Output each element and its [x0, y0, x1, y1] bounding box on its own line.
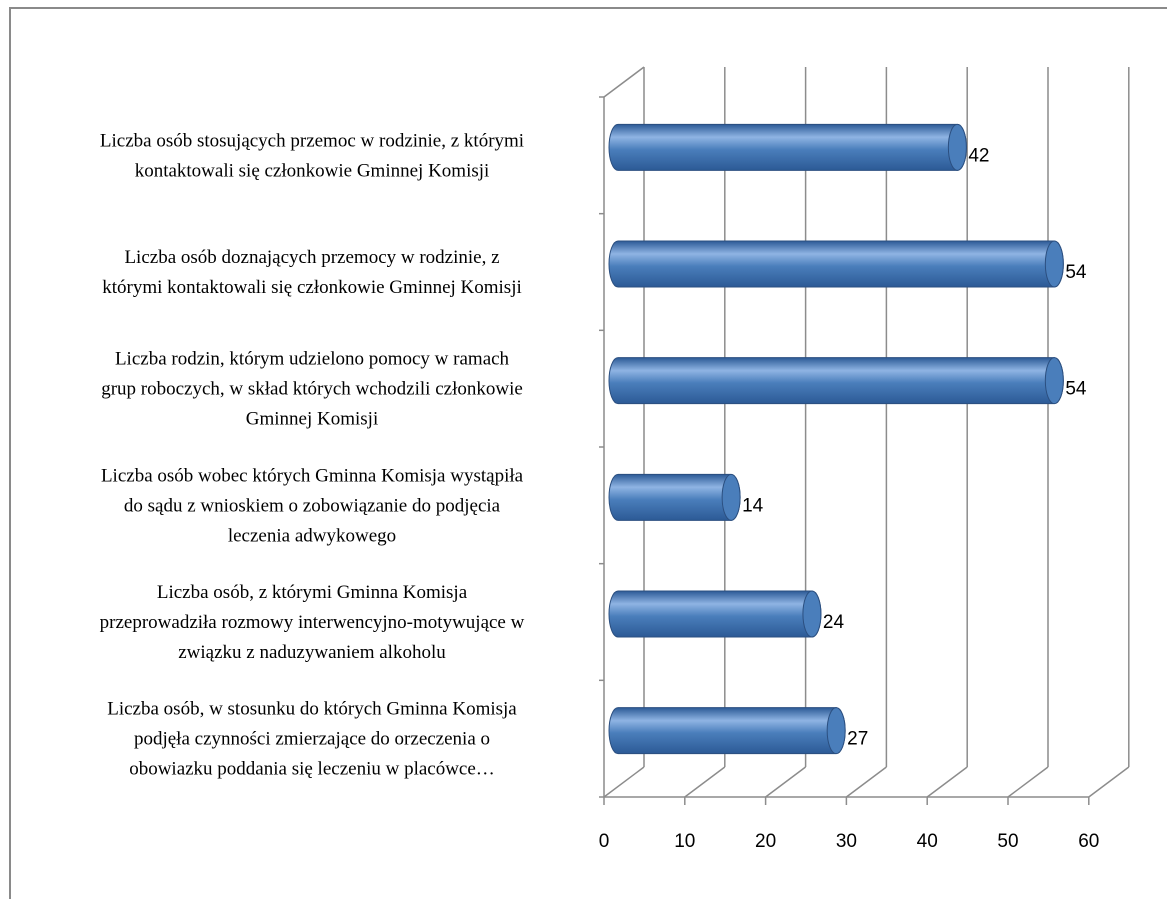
category-label: Liczba osób stosujących przemoc w rodzin…: [100, 130, 524, 181]
side-wall-top-edge: [603, 66, 645, 98]
bar: [608, 357, 1064, 405]
x-tick-label: 10: [674, 831, 695, 852]
data-label: 54: [1065, 262, 1087, 283]
x-tick-label: 40: [917, 831, 938, 852]
data-label: 14: [742, 495, 764, 516]
data-label: 24: [823, 612, 845, 633]
bar-end-cap: [802, 590, 822, 638]
data-label: 54: [1065, 379, 1087, 400]
category-label: Liczba osób, z którymi Gminna Komisja prz…: [100, 582, 525, 663]
category-label: Liczba osób wobec których Gminna Komisja…: [101, 465, 524, 546]
bar: [608, 123, 967, 171]
bar-end-cap: [947, 123, 967, 171]
floor-gridline: [926, 766, 968, 798]
floor-gridline: [845, 766, 887, 798]
x-tick-label: 20: [755, 831, 776, 852]
chart-area: [9, 7, 1167, 899]
bar-end-cap: [826, 707, 846, 755]
bar-end-cap: [721, 473, 741, 521]
category-label: Liczba rodzin, którym udzielono pomocy w…: [101, 349, 523, 430]
x-tick-label: 60: [1078, 831, 1099, 852]
data-label: 27: [847, 729, 868, 750]
bar: [608, 590, 822, 638]
floor-gridline: [1007, 766, 1049, 798]
x-tick-label: 50: [997, 831, 1018, 852]
category-label: Liczba osób, w stosunku do których Gminn…: [107, 699, 517, 780]
x-tick-label: 30: [836, 831, 857, 852]
category-label: Liczba osób doznających przemocy w rodzi…: [102, 247, 522, 298]
bar: [608, 473, 741, 521]
floor-gridline: [765, 766, 807, 798]
bar: [608, 240, 1064, 288]
floor-gridline: [684, 766, 726, 798]
bar-end-cap: [1044, 240, 1064, 288]
x-tick-label: 0: [599, 831, 610, 852]
floor-gridline: [603, 766, 645, 798]
bar-end-cap: [1044, 357, 1064, 405]
data-label: 42: [968, 145, 989, 166]
floor-gridline: [1088, 766, 1130, 798]
bar: [608, 707, 846, 755]
